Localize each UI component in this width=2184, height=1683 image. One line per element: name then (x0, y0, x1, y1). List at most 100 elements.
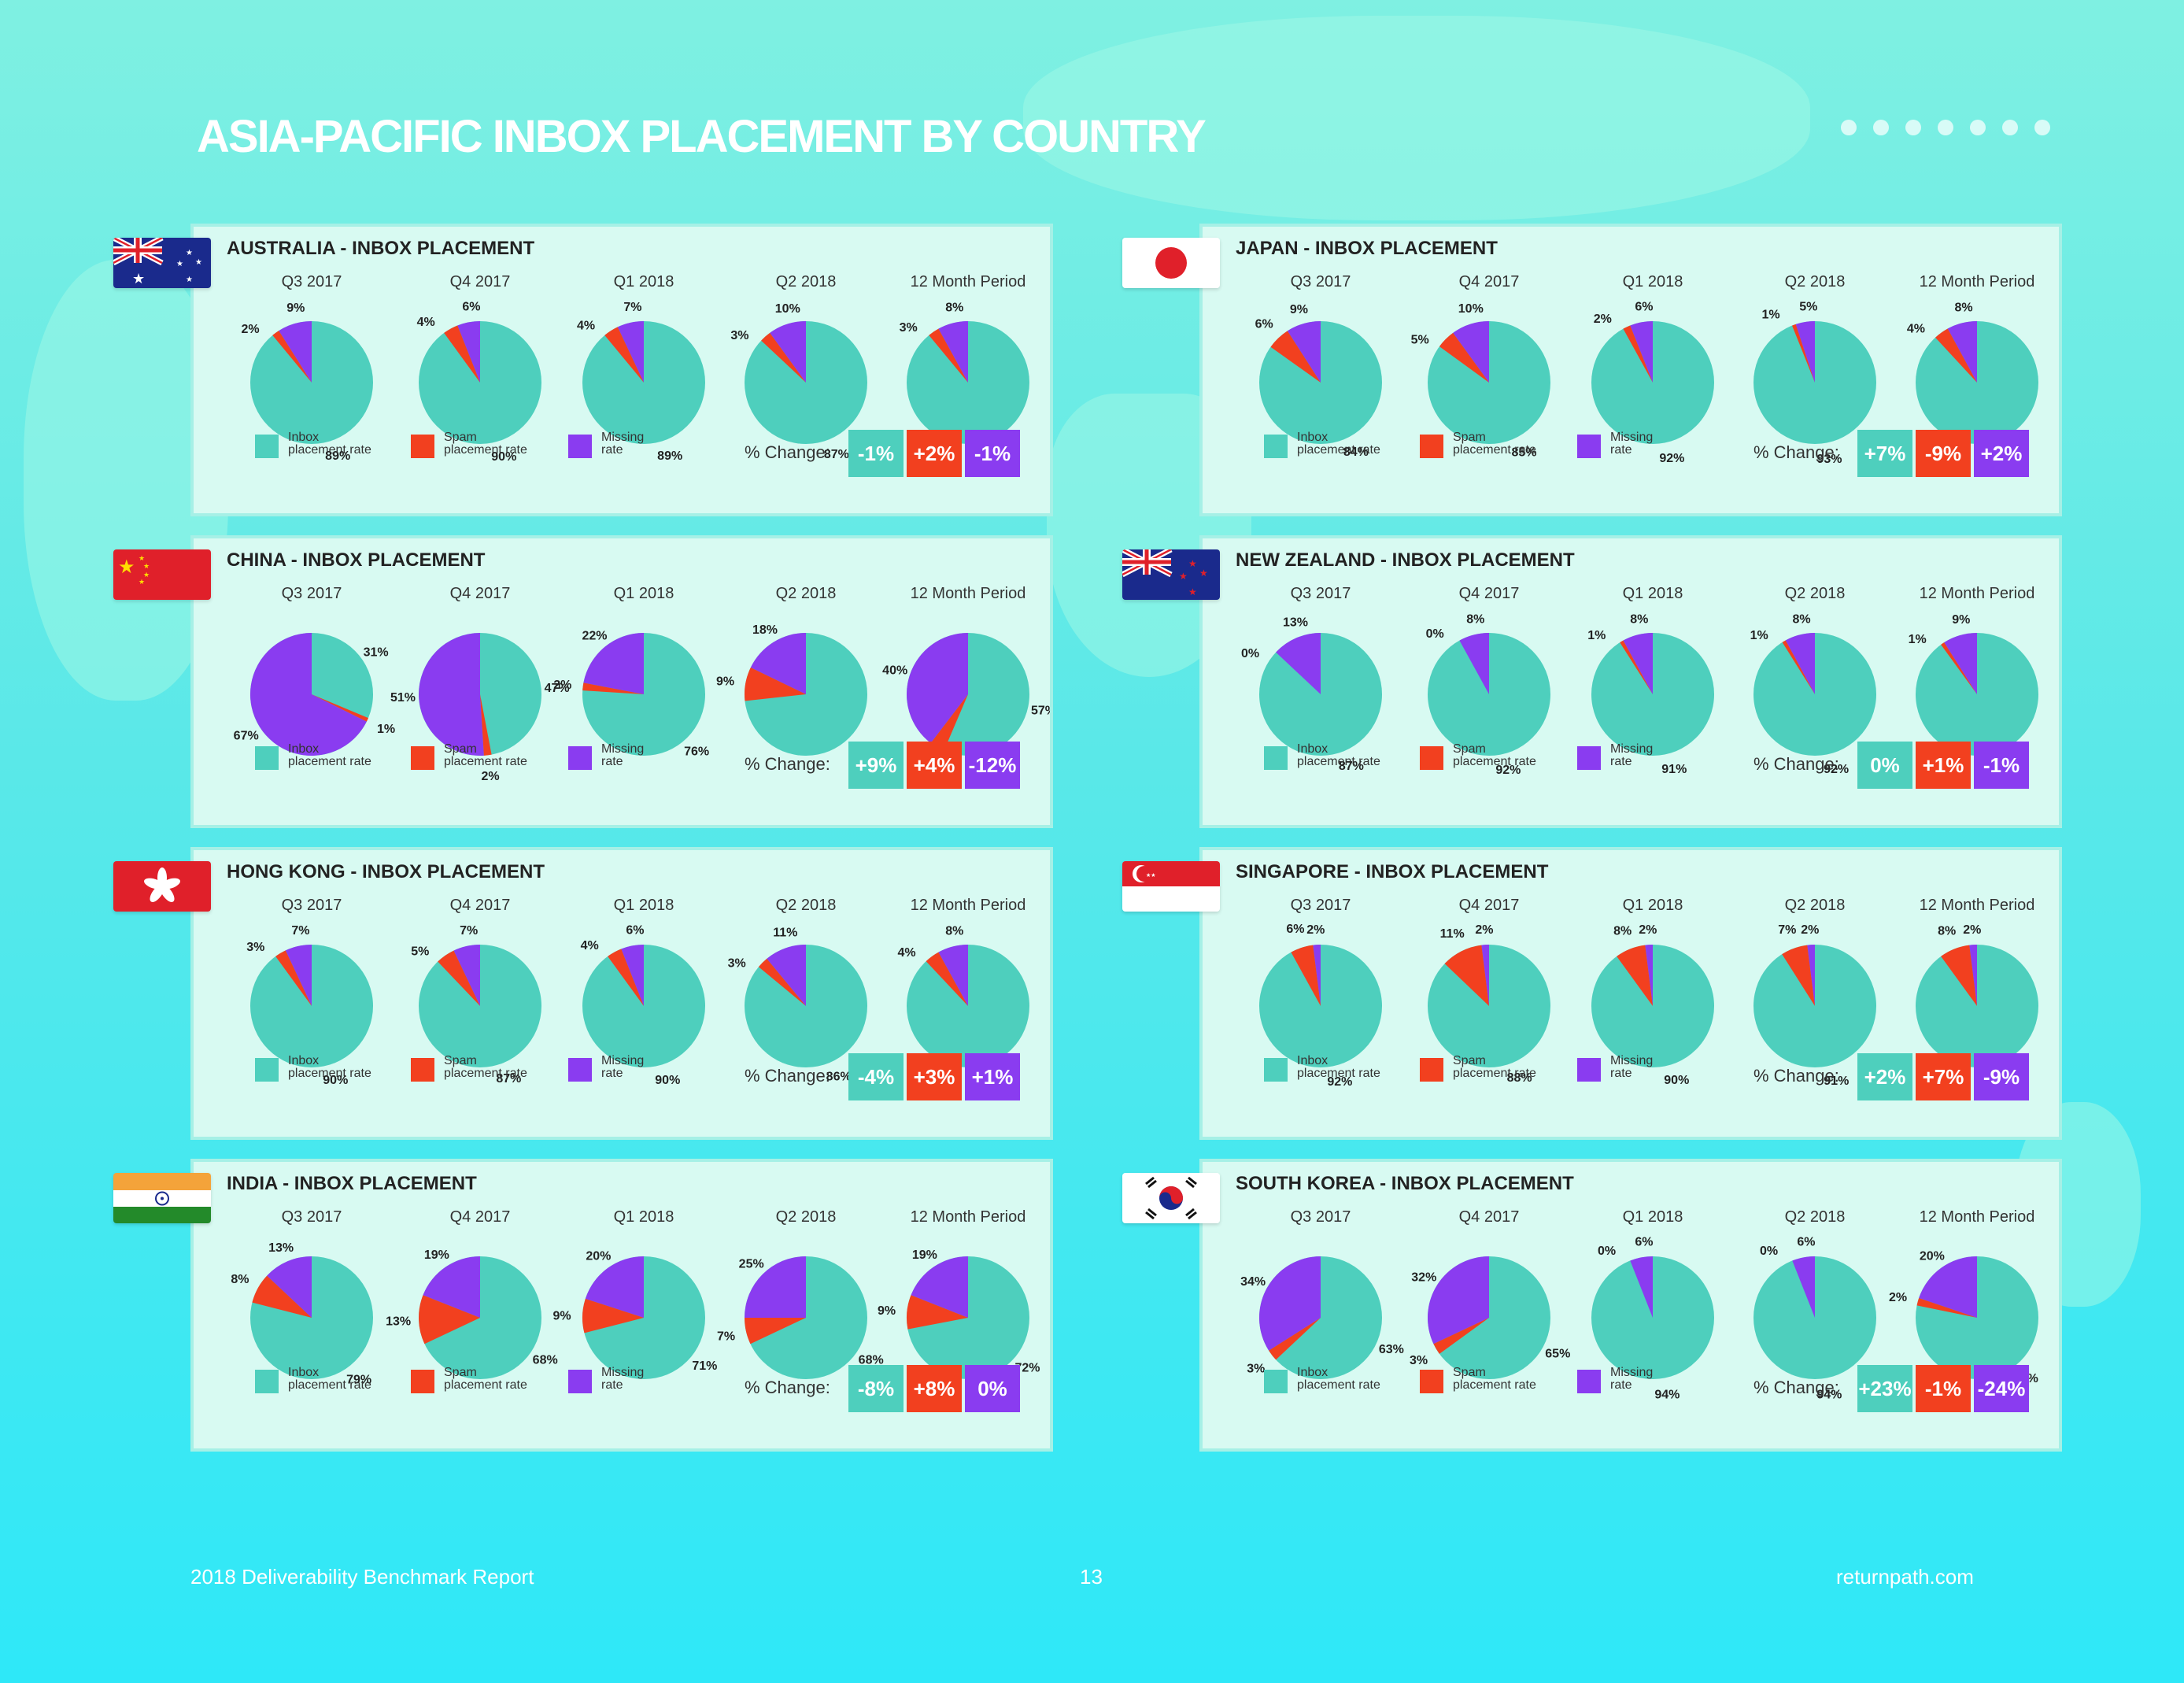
change-label: % Change: (745, 1066, 830, 1086)
data-label-inbox: 31% (364, 646, 389, 660)
data-label-spam: 8% (1613, 924, 1632, 938)
pie-slice-missing (583, 633, 644, 694)
data-label-inbox: 89% (325, 449, 350, 463)
data-label-inbox: 93% (1816, 453, 1842, 466)
data-label-missing: 9% (286, 301, 305, 315)
legend-missing: Missing rate (568, 743, 711, 770)
pie-slice-missing (938, 945, 968, 1006)
period-label: Q3 2017 (1291, 273, 1351, 290)
data-label-spam: 4% (897, 946, 915, 960)
legend-label: Missing rate (601, 431, 645, 457)
data-label-missing: 9% (1952, 613, 1970, 627)
change-label: % Change: (1753, 1066, 1839, 1086)
change-label: % Change: (1753, 442, 1839, 462)
south-korea-flag-icon (1122, 1173, 1220, 1223)
data-label-missing: 10% (1458, 302, 1484, 316)
period-label: Q4 2017 (1459, 585, 1520, 602)
data-label-inbox: 87% (824, 448, 849, 461)
legend-label: Spam placement rate (1453, 1054, 1536, 1080)
legend-label: Missing rate (601, 1366, 645, 1392)
data-label-spam: 5% (411, 945, 429, 958)
data-label-missing: 7% (460, 924, 478, 938)
pie-slice-spam (604, 327, 644, 383)
legend-swatch (1577, 1370, 1601, 1393)
data-label-inbox: 84% (1343, 446, 1369, 459)
footer-report-name: 2018 Deliverability Benchmark Report (190, 1565, 534, 1589)
data-label-spam: 5% (1411, 333, 1429, 346)
data-label-missing: 20% (1920, 1249, 1945, 1263)
pie-slice-missing (1623, 633, 1653, 694)
data-label-inbox: 92% (1495, 764, 1521, 777)
change-spam: +7% (1916, 1053, 1971, 1100)
legend-label: Inbox placement rate (288, 1366, 371, 1392)
pie-slice-spam (1444, 945, 1489, 1006)
period-label: Q2 2018 (1785, 897, 1846, 914)
pie-slice-missing (1630, 321, 1653, 383)
legend-label: Inbox placement rate (288, 742, 371, 768)
data-label-spam: 0% (1241, 647, 1259, 660)
panel-title: SOUTH KOREA - INBOX PLACEMENT (1236, 1173, 1574, 1194)
period-label: 12 Month Period (1920, 1208, 2035, 1226)
pie-slice-spam (1620, 640, 1653, 694)
pie-slice-spam (608, 949, 644, 1006)
period-label: Q3 2017 (282, 1208, 342, 1226)
pie-slice-spam (930, 694, 968, 751)
period-label: Q4 2017 (1459, 1208, 1520, 1226)
decorative-dots (1841, 120, 2050, 135)
data-label-spam: 2% (481, 770, 499, 783)
pie-slice-missing (1453, 321, 1489, 383)
legend-swatch (411, 1370, 434, 1393)
change-inbox: -1% (848, 430, 904, 477)
footer-website[interactable]: returnpath.com (1836, 1565, 1974, 1589)
period-label: Q1 2018 (1623, 1208, 1683, 1226)
data-label-inbox: 72% (1014, 1362, 1040, 1375)
data-label-inbox: 92% (1659, 452, 1684, 465)
legend-label: Missing rate (601, 1054, 645, 1080)
change-missing: +2% (1974, 430, 2029, 477)
data-label-spam: 2% (553, 679, 571, 692)
period-label: Q3 2017 (1291, 897, 1351, 914)
pie-slice-missing (1944, 633, 1977, 694)
legend-swatch (255, 746, 279, 770)
data-label-missing: 2% (1801, 923, 1819, 937)
legend-swatch (568, 746, 592, 770)
change-label: % Change: (745, 442, 830, 462)
data-label-spam: 3% (1410, 1354, 1428, 1367)
legend-label: Spam placement rate (1453, 431, 1536, 457)
legend-swatch (1577, 435, 1601, 458)
legend-missing: Missing rate (568, 1367, 711, 1393)
data-label-missing: 6% (1635, 1236, 1653, 1249)
data-label-missing: 18% (752, 623, 778, 637)
period-label: Q4 2017 (450, 273, 511, 290)
data-label-spam: 8% (1938, 924, 1956, 938)
svg-text:★: ★ (143, 571, 150, 579)
data-label-missing: 19% (424, 1248, 449, 1262)
data-label-inbox: 68% (533, 1354, 558, 1367)
period-label: Q1 2018 (1623, 897, 1683, 914)
svg-text:★: ★ (186, 276, 193, 284)
period-label: Q1 2018 (1623, 585, 1683, 602)
data-label-missing: 13% (1283, 616, 1308, 629)
country-panel: HONG KONG - INBOX PLACEMENT Q3 2017 90% 3% 7… (113, 847, 1053, 1140)
data-label-spam: 3% (900, 321, 918, 335)
change-inbox: -8% (848, 1365, 904, 1412)
dot (2034, 120, 2050, 135)
data-label-inbox: 94% (1816, 1388, 1842, 1401)
data-label-inbox: 47% (545, 682, 570, 695)
data-label-spam: 13% (386, 1315, 411, 1328)
change-missing: +1% (965, 1053, 1020, 1100)
legend-missing: Missing rate (1577, 431, 1720, 458)
panel-title: SINGAPORE - INBOX PLACEMENT (1236, 861, 1549, 882)
period-label: 12 Month Period (911, 1208, 1026, 1226)
change-missing: -12% (965, 742, 1020, 789)
svg-text:★★: ★★ (1146, 872, 1156, 878)
legend-spam: Spam placement rate (411, 1367, 554, 1393)
data-label-spam: 2% (1889, 1291, 1907, 1304)
data-label-missing: 6% (462, 301, 480, 314)
data-label-missing: 2% (1475, 923, 1493, 937)
pie-slice-missing (1427, 1256, 1489, 1345)
legend-label: Inbox placement rate (1297, 431, 1380, 457)
dot (1841, 120, 1857, 135)
panel-title: JAPAN - INBOX PLACEMENT (1236, 238, 1498, 259)
